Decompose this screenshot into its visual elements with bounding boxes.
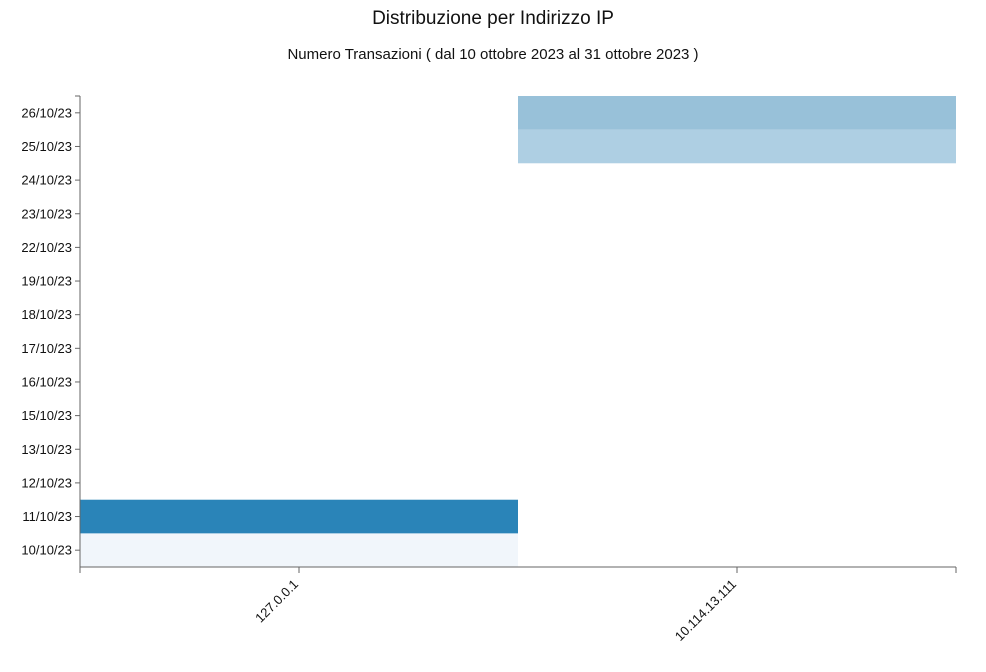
y-tick-label: 22/10/23 (21, 240, 72, 255)
y-tick-label: 18/10/23 (21, 307, 72, 322)
y-tick-label: 12/10/23 (21, 475, 72, 490)
y-tick-label: 11/10/23 (22, 509, 72, 524)
y-tick-label: 25/10/23 (21, 139, 72, 154)
y-tick-label: 24/10/23 (21, 173, 72, 188)
y-tick-label: 26/10/23 (21, 105, 72, 120)
y-tick-label: 10/10/23 (21, 543, 72, 558)
y-tick-label: 19/10/23 (21, 274, 72, 289)
y-tick-label: 13/10/23 (21, 442, 72, 457)
y-axis-labels: 10/10/23 11/10/23 12/10/23 13/10/23 15/10/23… (21, 105, 72, 557)
chart-axes (75, 95, 957, 573)
y-tick-label: 16/10/23 (21, 374, 72, 389)
chart-title: Distribuzione per Indirizzo IP (372, 8, 614, 29)
y-tick-label: 15/10/23 (21, 408, 72, 423)
x-axis-labels: 127.0.0.1 10.114.13.111 (252, 577, 739, 644)
heatmap-cell (80, 533, 518, 567)
heatmap-cell (80, 499, 518, 534)
x-tick-label: 10.114.13.111 (672, 577, 739, 644)
heatmap-cell (518, 96, 956, 130)
y-tick-label: 17/10/23 (21, 341, 72, 356)
heatmap-cells (80, 96, 956, 567)
x-tick-label: 127.0.0.1 (252, 577, 301, 626)
heatmap-cell (518, 129, 956, 164)
chart-subtitle: Numero Transazioni ( dal 10 ottobre 2023… (287, 46, 699, 63)
y-tick-label: 23/10/23 (21, 206, 72, 221)
